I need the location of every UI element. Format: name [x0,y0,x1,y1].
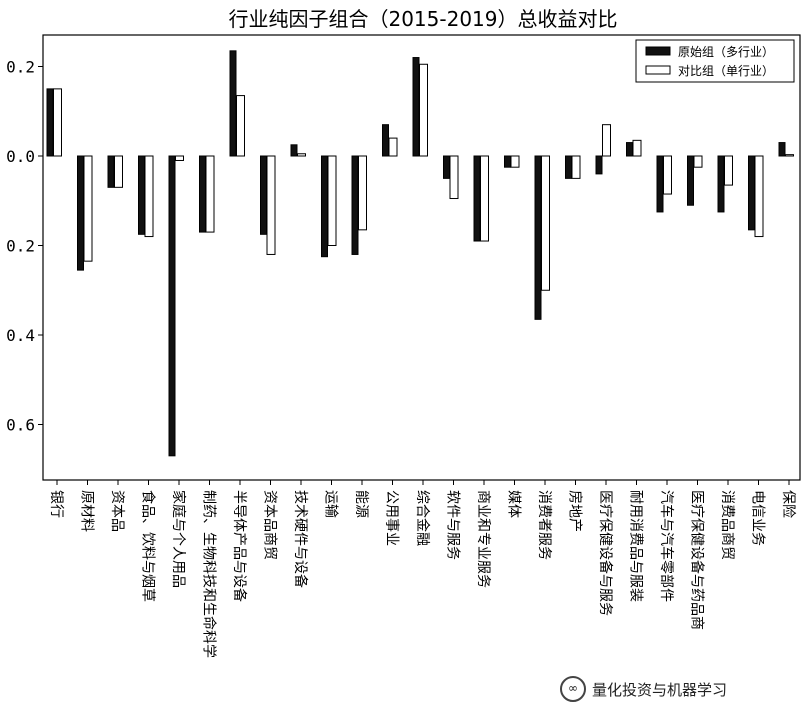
bar-compare-12 [419,63,428,157]
bar-compare-17 [571,155,581,179]
bar-compare-14 [480,155,489,242]
y-tick-label: 0.2 [6,58,35,77]
bar-original-3 [138,155,145,235]
bar-compare-19 [632,139,642,157]
bar-compare-9 [327,155,337,246]
bar-original-10 [351,155,359,255]
y-tick-label: 0.2 [6,237,35,256]
x-tick-label: 医疗保健设备与服务 [597,490,614,616]
bar-original-17 [565,155,572,179]
bar-compare-24 [785,154,794,157]
wechat-icon: ∞ [560,676,586,702]
bar-original-8 [290,144,298,157]
legend: 原始组（多行业） 对比组（单行业） [635,39,795,83]
y-tick-label: 0.0 [6,147,35,166]
x-tick-label: 汽车与汽车零部件 [658,490,675,602]
x-tick-label: 公用事业 [384,490,400,546]
y-tick-label: 0.4 [6,326,35,345]
bar-original-7 [260,155,267,235]
bar-original-0 [46,88,54,157]
bar-compare-11 [388,137,398,157]
y-axis: 0.2 0.0 0.2 0.4 0.6 [6,58,43,435]
x-tick-label: 家庭与个人用品 [170,490,187,588]
x-tick-label: 技术硬件与设备 [292,490,309,588]
bar-compare-0 [53,88,62,157]
bar-compare-3 [144,155,154,238]
bar-original-15 [504,155,511,168]
bar-compare-6 [236,95,245,157]
bar-original-13 [443,155,450,179]
bar-original-19 [626,142,633,157]
bar-original-21 [687,155,694,206]
x-tick-label: 耐用消费品与服装 [628,490,644,602]
bar-original-4 [168,155,176,457]
legend-label-dark: 原始组（多行业） [678,45,774,59]
bar-original-22 [717,155,725,213]
legend-label-light: 对比组（单行业） [678,64,774,78]
bar-compare-4 [175,155,184,161]
bar-compare-15 [510,155,520,168]
x-tick-label: 资本品 [109,490,125,532]
bar-compare-23 [754,155,764,238]
x-tick-label: 原材料 [79,490,95,532]
watermark-text: 量化投资与机器学习 [592,680,728,699]
x-tick-label: 保险 [780,490,796,518]
bar-compare-16 [541,155,550,291]
x-tick-label: 能源 [353,490,369,518]
x-tick-label: 食品、饮料与烟草 [140,490,157,602]
bar-compare-21 [693,155,703,168]
bar-compare-13 [449,155,459,200]
x-tick-label: 银行 [48,490,64,518]
x-tick-label: 软件与服务 [445,490,461,560]
legend-swatch-dark [645,46,671,56]
bar-compare-2 [114,155,123,188]
bar-compare-22 [724,155,733,186]
bar-compare-18 [602,124,611,157]
x-tick-label: 综合金融 [414,490,430,546]
bar-original-16 [534,155,542,320]
bars [46,50,794,457]
x-tick-label: 运输 [323,490,339,518]
x-tick-label: 媒体 [506,490,522,518]
bar-original-5 [199,155,206,233]
bar-original-23 [748,155,755,231]
bar-compare-7 [266,155,276,255]
bar-original-14 [473,155,481,242]
chart-title: 行业纯因子组合（2015-2019）总收益对比 [228,7,617,31]
x-tick-label: 医疗保健设备与药品商 [689,490,706,630]
bar-original-1 [77,155,84,271]
bar-compare-10 [358,155,367,231]
bar-original-11 [382,124,389,157]
watermark: ∞ 量化投资与机器学习 [560,676,727,702]
bar-original-20 [656,155,664,213]
x-tick-label: 半导体产品与设备 [231,490,248,602]
bar-original-12 [412,57,420,157]
bar-compare-20 [663,155,672,195]
bar-original-24 [778,142,786,157]
x-tick-label: 电信业务 [750,490,766,546]
y-tick-label: 0.6 [6,416,35,435]
bar-compare-1 [83,155,93,262]
x-tick-label: 制药、生物科技和生命科学 [201,490,218,658]
bar-original-9 [321,155,328,258]
bar-compare-8 [297,153,306,157]
bar-compare-5 [205,155,215,233]
bar-original-2 [107,155,115,188]
x-tick-label: 消费品商贸 [719,490,735,560]
x-axis: 银行 原材料 资本品 食品、饮料与烟草 家庭与个人用品 制药、生物科技和生命科学 半导体产品… [48,480,796,658]
x-tick-label: 房地产 [567,490,583,532]
x-tick-label: 资本品商贸 [262,490,278,560]
x-tick-label: 消费者服务 [536,490,552,560]
x-tick-label: 商业和专业服务 [475,490,491,588]
legend-swatch-light [645,65,671,75]
bar-original-6 [229,50,237,157]
plot-frame [42,34,801,481]
bar-original-18 [595,155,603,175]
